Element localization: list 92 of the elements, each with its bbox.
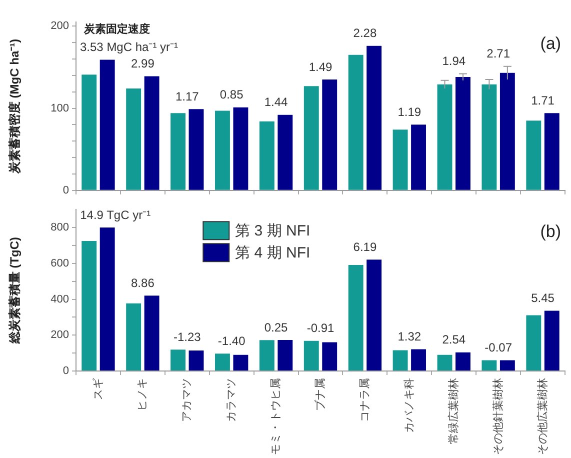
annotation: 1.44 bbox=[264, 95, 288, 110]
bar bbox=[322, 80, 338, 190]
bar bbox=[215, 354, 230, 370]
bar bbox=[100, 60, 115, 190]
legend-label: 第 3 期 NFI bbox=[235, 222, 310, 240]
y-tick-label: 600 bbox=[50, 257, 69, 270]
bar bbox=[392, 130, 408, 190]
x-tick-label: 常緑広葉樹林 bbox=[446, 378, 460, 444]
bar bbox=[348, 54, 364, 190]
bar bbox=[144, 76, 160, 190]
x-tick-label: アカマツ bbox=[181, 378, 194, 422]
y-tick-label: 100 bbox=[50, 102, 69, 114]
annotation: -0.07 bbox=[484, 340, 512, 355]
bar bbox=[482, 360, 497, 370]
annotation: 炭素固定速度 bbox=[83, 22, 150, 36]
annotation: 3.53 MgC ha⁻¹ yr⁻¹ bbox=[80, 40, 178, 54]
annotation: 1.17 bbox=[175, 89, 200, 104]
annotation: -1.23 bbox=[173, 330, 202, 344]
bar bbox=[304, 340, 319, 370]
x-tick-label: カラマツ bbox=[226, 378, 238, 422]
y-axis-title: 総炭素蓄積量 (TgC) bbox=[8, 236, 22, 345]
bar bbox=[259, 340, 274, 370]
bar bbox=[437, 354, 452, 370]
bar bbox=[170, 113, 186, 190]
y-tick-label: 0 bbox=[62, 184, 69, 196]
legend-label: 第 4 期 NFI bbox=[235, 244, 310, 262]
annotation: 5.45 bbox=[531, 291, 555, 306]
bar bbox=[482, 84, 497, 190]
annotation: (a) bbox=[540, 34, 561, 54]
bar bbox=[82, 74, 97, 190]
x-tick-label: ブナ属 bbox=[314, 378, 327, 411]
bar bbox=[322, 342, 338, 370]
bar bbox=[526, 120, 542, 190]
y-axis-title: 炭素蓄積密度 (MgC ha⁻¹) bbox=[8, 38, 22, 175]
annotation: 2.71 bbox=[486, 46, 510, 61]
annotation: 2.54 bbox=[442, 332, 466, 347]
bar bbox=[348, 265, 364, 370]
bar bbox=[456, 77, 470, 190]
bar bbox=[233, 354, 248, 370]
bar bbox=[215, 110, 230, 190]
bar bbox=[233, 107, 248, 190]
bar bbox=[411, 124, 426, 190]
annotation: (b) bbox=[540, 222, 561, 241]
x-tick-label: コナラ属 bbox=[358, 378, 371, 422]
annotation: 14.9 TgC yr⁻¹ bbox=[80, 208, 151, 222]
annotation: -1.40 bbox=[218, 334, 246, 348]
bar bbox=[456, 352, 470, 370]
bar bbox=[100, 228, 115, 370]
annotation: 1.19 bbox=[398, 104, 422, 119]
annotation: 0.25 bbox=[264, 320, 288, 334]
bar bbox=[259, 121, 274, 190]
bar bbox=[278, 114, 293, 190]
bar bbox=[188, 109, 204, 190]
x-tick-label: その他広葉樹林 bbox=[536, 378, 549, 455]
bar bbox=[437, 84, 452, 190]
y-tick-label: 200 bbox=[50, 20, 69, 32]
bar bbox=[278, 340, 293, 370]
annotation: 0.85 bbox=[220, 88, 244, 102]
bar bbox=[544, 310, 560, 370]
x-tick-label: スギ bbox=[92, 378, 104, 400]
bar bbox=[392, 350, 408, 370]
bar bbox=[82, 240, 97, 370]
bar bbox=[500, 360, 515, 370]
x-tick-label: その他針葉樹林 bbox=[491, 378, 504, 455]
annotation: 1.32 bbox=[398, 330, 422, 344]
x-tick-label: モミ・トウヒ属 bbox=[270, 378, 282, 455]
x-tick-label: カバノキ科 bbox=[403, 378, 416, 433]
y-tick-label: 200 bbox=[50, 329, 69, 342]
bar bbox=[144, 296, 160, 370]
bar bbox=[170, 350, 186, 370]
bar bbox=[500, 72, 515, 190]
annotation: 8.86 bbox=[131, 276, 155, 290]
annotation: 1.49 bbox=[308, 60, 332, 74]
bar bbox=[526, 315, 542, 370]
y-tick-label: 400 bbox=[50, 293, 69, 306]
annotation: 1.71 bbox=[531, 93, 555, 108]
bar bbox=[126, 88, 142, 190]
bar bbox=[188, 350, 204, 370]
annotation: 1.94 bbox=[442, 54, 466, 68]
bar bbox=[366, 260, 382, 370]
annotation: 2.99 bbox=[131, 56, 155, 71]
annotation: 2.28 bbox=[353, 26, 377, 40]
annotation: -0.91 bbox=[306, 321, 334, 336]
bar bbox=[366, 46, 382, 190]
bar bbox=[304, 86, 319, 190]
y-tick-label: 800 bbox=[50, 222, 69, 234]
bar bbox=[544, 113, 560, 190]
annotation: 6.19 bbox=[353, 240, 377, 254]
bar bbox=[126, 303, 142, 370]
y-tick-label: 0 bbox=[62, 365, 69, 378]
bar bbox=[411, 349, 426, 370]
x-tick-label: ヒノキ bbox=[136, 378, 149, 411]
